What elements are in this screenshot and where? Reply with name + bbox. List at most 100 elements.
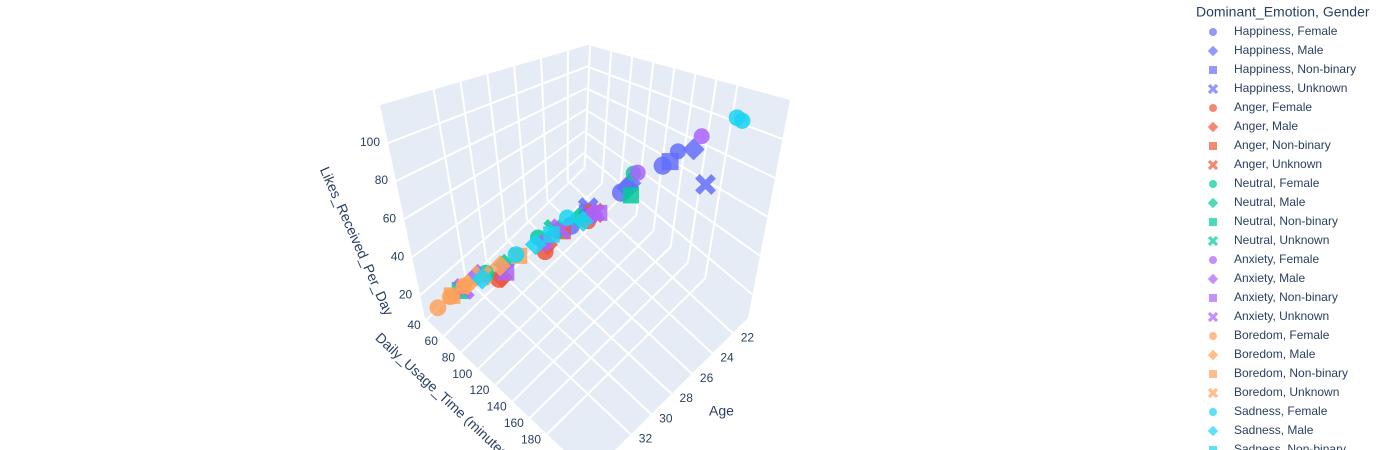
legend-item[interactable]: Anxiety, Unknown (1207, 309, 1329, 323)
legend-item[interactable]: Happiness, Female (1209, 24, 1338, 38)
legend-item[interactable]: Happiness, Male (1207, 43, 1324, 57)
legend-label: Anxiety, Unknown (1234, 309, 1329, 323)
legend-item[interactable]: Anger, Female (1209, 100, 1312, 114)
data-point (695, 174, 716, 195)
legend-item[interactable]: Boredom, Female (1209, 328, 1330, 342)
data-point (572, 210, 594, 232)
data-point (489, 255, 511, 277)
legend-symbol (1207, 349, 1219, 361)
legend-symbol (1209, 104, 1217, 112)
z-tick-label: 40 (391, 249, 405, 263)
legend-item[interactable]: Happiness, Non-binary (1209, 62, 1356, 76)
legend-symbol (1209, 332, 1217, 340)
grid-line (585, 87, 776, 179)
legend-label: Sadness, Male (1234, 423, 1314, 437)
legend-symbol (1209, 66, 1217, 74)
grid-line (511, 246, 672, 403)
grid-line (540, 58, 549, 201)
grid-line (403, 108, 586, 220)
legend-symbol (1207, 83, 1219, 95)
z-tick-label: 80 (375, 173, 389, 187)
legend-symbol (1207, 121, 1219, 133)
data-point (559, 209, 576, 226)
legend-item[interactable]: Anxiety, Male (1207, 271, 1306, 285)
legend-item[interactable]: Boredom, Non-binary (1209, 366, 1348, 380)
data-point (507, 246, 525, 263)
grid-line (432, 89, 467, 279)
legend-label: Anger, Male (1234, 119, 1298, 133)
legend-symbol (1209, 370, 1217, 378)
legend-symbol (1207, 425, 1219, 437)
legend-symbol (1209, 142, 1217, 150)
legend-item[interactable]: Anger, Unknown (1207, 157, 1322, 171)
legend-label: Neutral, Male (1234, 195, 1306, 209)
legend-symbol (1209, 256, 1217, 264)
legend-item[interactable]: Boredom, Unknown (1207, 385, 1339, 399)
x-tick-label: 28 (680, 391, 694, 405)
grid-line (652, 68, 676, 232)
grid-line (686, 79, 718, 263)
z-axis-title: Likes_Received_Per_Day (317, 164, 397, 318)
grid-line (465, 278, 632, 436)
legend-symbol (1209, 408, 1217, 416)
legend-label: Neutral, Female (1234, 176, 1320, 190)
legend-symbol (1209, 180, 1217, 188)
legend-item[interactable]: Sadness, Non-binary (1209, 442, 1346, 450)
grid-line (486, 73, 508, 240)
y-tick-label: 60 (425, 334, 439, 348)
legend-item[interactable]: Anxiety, Female (1209, 252, 1319, 266)
legend-label: Happiness, Unknown (1234, 81, 1347, 95)
legend-item[interactable]: Anger, Male (1207, 119, 1299, 133)
data-point (693, 128, 710, 145)
grid-line (513, 66, 528, 221)
legend-label: Sadness, Female (1234, 404, 1328, 418)
grid-line (529, 261, 689, 419)
y-tick-label: 100 (452, 367, 472, 381)
legend-symbol (1207, 387, 1219, 399)
legend-symbol (1207, 197, 1219, 209)
grid-line (586, 65, 783, 140)
legend-item[interactable]: Sadness, Female (1209, 404, 1328, 418)
grid-line (583, 45, 592, 168)
legend-item[interactable]: Boredom, Male (1207, 347, 1316, 361)
grid-line (411, 130, 586, 258)
legend-label: Happiness, Male (1234, 43, 1324, 57)
x-tick-label: 30 (659, 411, 673, 425)
legend-symbol (1209, 28, 1217, 36)
legend-label: Boredom, Non-binary (1234, 366, 1348, 380)
legend-label: Happiness, Non-binary (1234, 62, 1356, 76)
z-tick-label: 100 (360, 135, 380, 149)
legend-item[interactable]: Sadness, Male (1207, 423, 1314, 437)
grid-line (485, 258, 652, 415)
grid-line (505, 238, 673, 395)
data-point (661, 153, 679, 171)
data-point (543, 226, 560, 243)
grid-line (387, 65, 588, 144)
grid-line (395, 87, 587, 182)
legend-label: Neutral, Non-binary (1234, 214, 1338, 228)
y-tick-label: 180 (521, 432, 541, 446)
legend-symbol (1209, 294, 1217, 302)
legend-item[interactable]: Neutral, Female (1209, 176, 1320, 190)
legend-symbol (1209, 218, 1217, 226)
grid-line (618, 56, 634, 200)
legend-item[interactable]: Happiness, Unknown (1207, 81, 1347, 95)
y-tick-label: 80 (442, 351, 456, 365)
legend-item[interactable]: Neutral, Non-binary (1209, 214, 1338, 228)
legend-label: Anger, Female (1234, 100, 1312, 114)
y-tick-label: 40 (407, 318, 421, 332)
legend-item[interactable]: Neutral, Unknown (1207, 233, 1329, 247)
x-tick-label: 22 (741, 330, 755, 344)
legend-label: Anxiety, Female (1234, 252, 1319, 266)
legend-label: Boredom, Female (1234, 328, 1330, 342)
grid-line (494, 230, 655, 386)
grid-line (669, 74, 697, 247)
legend-item[interactable]: Anxiety, Non-binary (1209, 290, 1338, 304)
z-tick-label: 20 (399, 287, 413, 301)
legend-label: Anxiety, Non-binary (1234, 290, 1338, 304)
legend-item[interactable]: Anger, Non-binary (1209, 138, 1331, 152)
data-point (591, 204, 608, 221)
legend-item[interactable]: Neutral, Male (1207, 195, 1306, 209)
legend-symbol (1207, 45, 1219, 57)
